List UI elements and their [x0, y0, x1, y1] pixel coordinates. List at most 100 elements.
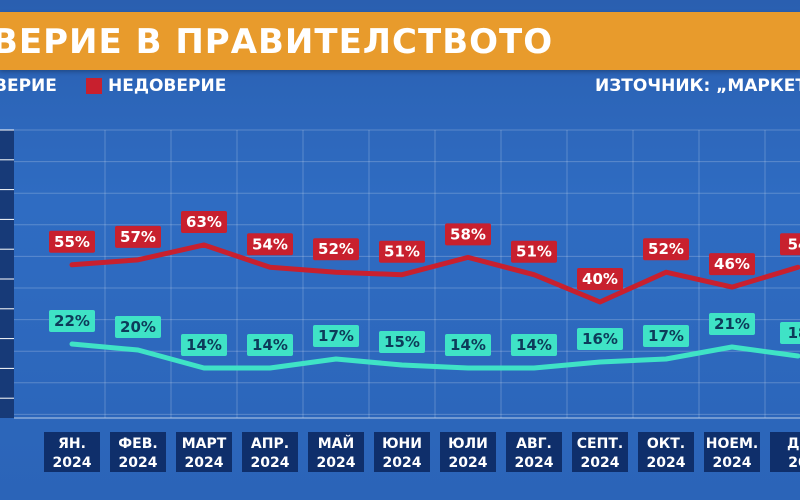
legend-trust-label: ВЕРИЕ [0, 76, 57, 96]
data-label-text: 17% [318, 327, 354, 345]
x-tick-box [770, 432, 800, 472]
x-tick-month: ЯН. [58, 436, 86, 452]
data-label-box [313, 238, 359, 261]
legend-row: ВЕРИЕ НЕДОВЕРИЕ ИЗТОЧНИК: „МАРКЕТ [0, 72, 800, 100]
x-tick-year: 2024 [383, 455, 422, 471]
data-label-text: 16% [582, 330, 618, 348]
y-axis-bar [0, 129, 14, 418]
x-tick-box [308, 432, 364, 472]
data-label-box [709, 313, 755, 335]
data-label: 55% [49, 230, 95, 253]
data-label: 14% [445, 334, 491, 356]
data-label-box [379, 240, 425, 263]
data-label-box [445, 334, 491, 356]
x-tick-year: 2024 [119, 455, 158, 471]
x-tick: ЮЛИ 2024 [440, 432, 496, 472]
x-tick-year: 2024 [515, 455, 554, 471]
data-label-box [511, 240, 557, 263]
data-label-text: 54 [788, 235, 800, 253]
data-label-text: 14% [252, 336, 288, 354]
data-label: 18 [780, 322, 800, 344]
data-label-text: 40% [582, 270, 618, 288]
x-tick-year: 2024 [317, 455, 356, 471]
series-line-trust [69, 341, 800, 371]
data-label: 51% [511, 240, 557, 263]
data-label: 14% [181, 334, 227, 356]
data-label: 51% [379, 240, 425, 263]
x-tick-box [242, 432, 298, 472]
data-label-text: 14% [516, 336, 552, 354]
data-label-text: 14% [450, 336, 486, 354]
data-label-text: 18 [788, 324, 800, 342]
data-label: 22% [49, 310, 95, 332]
chart-title: ВЕРИЕ В ПРАВИТЕЛСТВОТО [0, 22, 554, 62]
x-tick: МАЙ 2024 [308, 432, 364, 472]
data-label-box [115, 316, 161, 338]
data-label-box [709, 253, 755, 276]
title-bar: ВЕРИЕ В ПРАВИТЕЛСТВОТО [0, 12, 800, 70]
data-label-box [181, 334, 227, 356]
x-tick-month: АВГ. [516, 436, 552, 452]
data-label: 58% [445, 223, 491, 246]
x-tick: МАРТ 2024 [176, 432, 232, 472]
data-label: 17% [643, 325, 689, 347]
x-tick-box [638, 432, 694, 472]
y-axis-strip [0, 130, 14, 418]
data-label: 54% [247, 233, 293, 256]
x-tick: СЕПТ. 2024 [572, 432, 628, 472]
x-tick-box [506, 432, 562, 472]
x-tick-year: 20 [788, 455, 800, 471]
data-label: 52% [643, 238, 689, 261]
x-tick-year: 2024 [53, 455, 92, 471]
x-tick: НОЕМ. 2024 [704, 432, 760, 472]
data-label-text: 51% [384, 243, 420, 261]
data-label-text: 54% [252, 235, 288, 253]
data-label-text: 17% [648, 327, 684, 345]
data-label-box [247, 233, 293, 256]
data-label-box [445, 223, 491, 246]
data-label-text: 58% [450, 225, 486, 243]
data-label-box [379, 331, 425, 353]
data-label-box [181, 210, 227, 233]
legend-distrust-label: НЕДОВЕРИЕ [108, 76, 227, 96]
x-tick-box [572, 432, 628, 472]
x-tick-labels: ЯН.2024ФЕВ.2024МАРТ2024АПР.2024МАЙ2024ЮН… [44, 432, 800, 472]
x-tick-year: 2024 [713, 455, 752, 471]
data-label-box [49, 230, 95, 253]
x-tick-year: 2024 [581, 455, 620, 471]
data-label-text: 63% [186, 213, 222, 231]
data-label: 20% [115, 316, 161, 338]
legend-distrust-swatch [86, 78, 102, 94]
x-tick-month: ЮЛИ [448, 436, 488, 452]
data-label-text: 46% [714, 255, 750, 273]
x-tick-box [44, 432, 100, 472]
data-label-box [643, 238, 689, 261]
x-tick-month: МАРТ [182, 436, 227, 452]
x-tick-year: 2024 [647, 455, 686, 471]
data-label-box [643, 325, 689, 347]
x-tick-box [374, 432, 430, 472]
data-label: 54 [780, 233, 800, 256]
source-note: ИЗТОЧНИК: „МАРКЕТ [595, 76, 800, 96]
legend-trust: ВЕРИЕ [0, 76, 57, 96]
data-label-text: 15% [384, 333, 420, 351]
data-label-box [780, 233, 800, 256]
data-label-box [49, 310, 95, 332]
series-lines [69, 242, 800, 371]
x-tick: АВГ. 2024 [506, 432, 562, 472]
data-label-text: 57% [120, 228, 156, 246]
x-tick-month: СЕПТ. [577, 436, 623, 452]
data-label-box [577, 328, 623, 350]
data-label: 15% [379, 331, 425, 353]
x-tick-box [704, 432, 760, 472]
x-tick-year: 2024 [251, 455, 290, 471]
data-label: 17% [313, 325, 359, 347]
x-tick-month: ФЕВ. [118, 436, 157, 452]
x-tick-box [176, 432, 232, 472]
x-tick: ЮНИ 2024 [374, 432, 430, 472]
x-tick: АПР. 2024 [242, 432, 298, 472]
x-tick-box [110, 432, 166, 472]
data-label-text: 52% [648, 240, 684, 258]
data-label-text: 20% [120, 318, 156, 336]
